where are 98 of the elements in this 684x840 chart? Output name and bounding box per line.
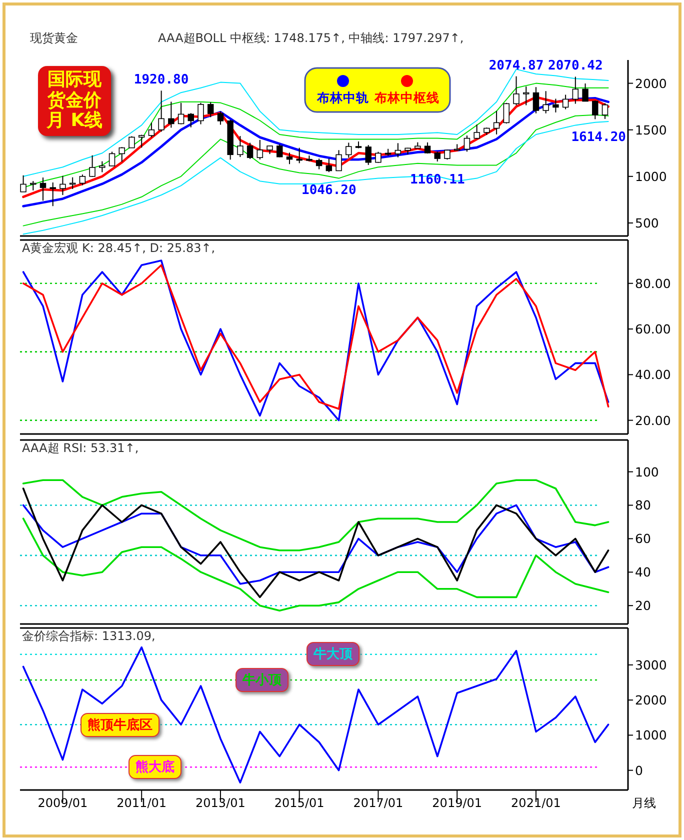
candlestick <box>198 102 204 125</box>
text: 月线 <box>632 796 656 810</box>
candlestick <box>79 174 86 186</box>
chart-title: A黄金宏观 K: 28.45↑, D: 25.83↑, <box>22 241 216 255</box>
candlestick <box>346 142 352 158</box>
candlestick <box>208 102 214 118</box>
line-series <box>22 518 610 612</box>
x-tick-label: 2017/01 <box>353 796 404 810</box>
candlestick <box>365 144 372 166</box>
candlestick <box>513 76 520 106</box>
candlestick <box>464 135 470 152</box>
line-series <box>22 488 610 598</box>
line-series <box>22 479 610 552</box>
ref-line-label: 牛大顶 <box>306 642 360 666</box>
candlestick <box>178 102 184 125</box>
candlestick <box>276 144 283 158</box>
legend-label: 布林中轨 <box>316 90 369 105</box>
y-tick-label: 20 <box>635 598 651 614</box>
annotation: 国际现货金价月 K线 <box>38 66 112 136</box>
candlestick <box>128 136 135 148</box>
annotation: 1920.80 <box>134 72 189 88</box>
annotation: 2070.42 <box>548 58 603 74</box>
candlestick <box>138 134 145 148</box>
y-tick-label: 100 <box>635 464 659 480</box>
candlestick <box>582 82 588 102</box>
y-tick-label: 80 <box>635 498 651 513</box>
y-tick-label: 1500 <box>635 122 667 138</box>
candlestick <box>592 100 598 120</box>
y-tick-label: 1000 <box>635 168 667 184</box>
candlestick <box>118 146 125 162</box>
candlestick <box>158 90 164 132</box>
annotation: 2074.87 <box>488 58 544 74</box>
y-tick-label: 3000 <box>635 657 667 672</box>
y-tick-label: 20.00 <box>635 412 671 428</box>
candlestick <box>30 180 36 191</box>
candlestick <box>326 158 332 173</box>
y-tick-label: 80.00 <box>635 276 671 291</box>
y-tick-label: 60 <box>635 531 651 546</box>
candlestick <box>532 86 540 114</box>
x-tick-label: 2021/01 <box>511 796 561 810</box>
chart-title: 现货黄金 <box>30 31 78 45</box>
candlestick <box>148 122 155 138</box>
y-tick-label: 40.00 <box>635 367 671 382</box>
candlestick <box>296 147 302 164</box>
line-series <box>22 504 610 585</box>
candlestick <box>503 102 510 124</box>
candlestick <box>375 151 382 164</box>
candlestick <box>256 139 264 160</box>
chart-title: AAA超 RSI: 53.31↑, <box>22 441 139 455</box>
candlestick <box>316 158 322 170</box>
x-tick-label: 2015/01 <box>274 796 324 810</box>
y-tick-label: 2000 <box>635 692 667 708</box>
candlestick <box>237 135 244 158</box>
ref-line-label: 牛小顶 <box>236 668 288 692</box>
y-tick-label: 0 <box>635 762 643 778</box>
candlestick <box>493 110 500 135</box>
chart-title: 金价综合指标: 1313.09, <box>22 629 156 643</box>
x-tick-label: 2011/01 <box>116 796 167 810</box>
candlestick <box>434 151 440 162</box>
y-tick-label: 40 <box>635 564 651 580</box>
candlestick <box>40 177 46 202</box>
candlestick <box>286 152 293 165</box>
candlestick <box>217 111 224 126</box>
x-tick-label: 2019/01 <box>432 796 482 810</box>
candlestick <box>474 124 480 140</box>
candlestick <box>572 76 579 104</box>
y-tick-label: 60.00 <box>635 322 671 337</box>
candlestick <box>523 86 530 106</box>
candlestick <box>99 160 106 173</box>
annotation: 1160.11 <box>410 172 465 188</box>
y-tick-label: 500 <box>635 215 659 230</box>
legend-label: 布林中枢线 <box>374 90 440 105</box>
line-series <box>22 646 610 784</box>
candlestick <box>552 98 559 113</box>
candlestick <box>60 175 66 196</box>
ref-line-label: 熊顶牛底区 <box>80 712 160 737</box>
candlestick <box>542 90 549 114</box>
x-tick-label: 2009/01 <box>38 796 88 810</box>
candlestick <box>424 142 431 154</box>
candlestick <box>444 149 450 160</box>
candlestick <box>336 150 342 172</box>
candlestick <box>394 142 402 158</box>
annotation: 1614.20 <box>571 130 626 146</box>
candlestick <box>246 142 254 160</box>
x-tick-label: 2013/01 <box>196 796 246 810</box>
chart-subtitle: AAA超BOLL 中枢线: 1748.175↑, 中轴线: 1797.297↑, <box>158 31 464 45</box>
candlestick <box>562 94 569 110</box>
candlestick <box>602 102 608 120</box>
candlestick <box>108 151 116 167</box>
candlestick <box>20 174 26 192</box>
candlestick <box>50 182 56 207</box>
candlestick <box>89 154 96 178</box>
candlestick <box>188 112 194 128</box>
candlestick <box>168 101 174 128</box>
ref-line-label: 熊大底 <box>128 755 182 780</box>
y-tick-label: 2000 <box>635 76 667 91</box>
annotation: 1046.20 <box>302 183 356 198</box>
y-tick-label: 1000 <box>635 728 667 743</box>
